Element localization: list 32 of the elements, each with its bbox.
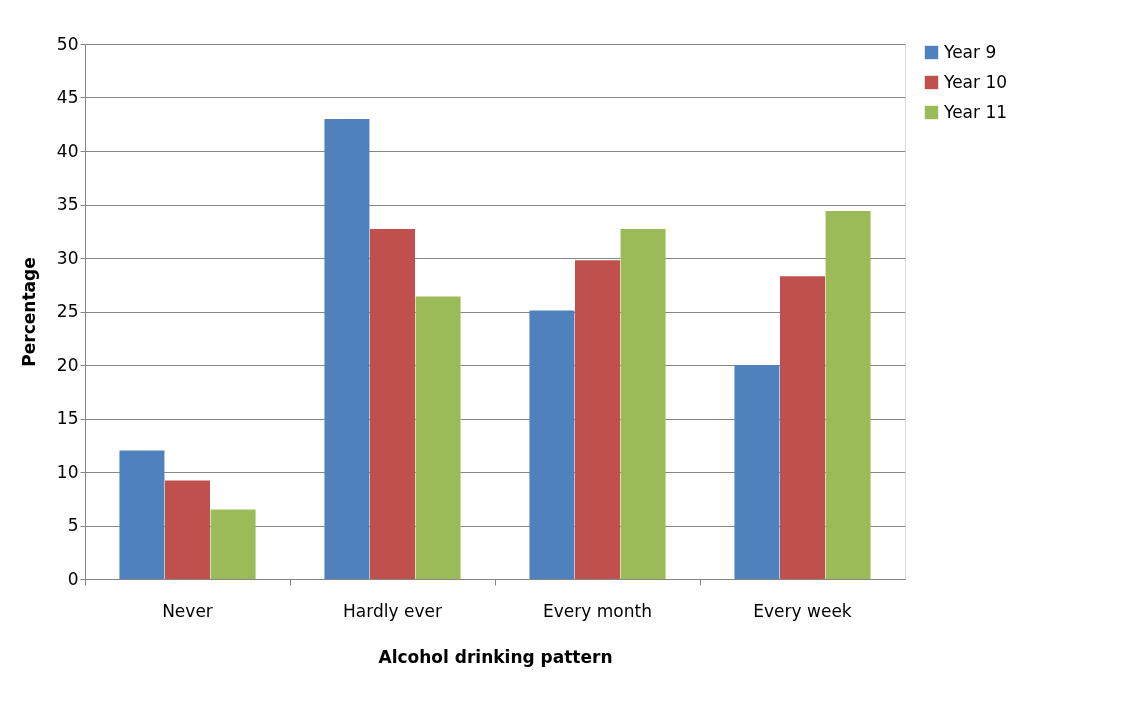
y-tick-label: 35 <box>56 194 79 214</box>
y-tick-label: 40 <box>56 140 79 161</box>
x-tick-label: Every month <box>543 600 652 621</box>
x-tick-label: Hardly ever <box>343 600 442 621</box>
bar <box>734 365 780 579</box>
bar <box>165 480 210 579</box>
bar <box>780 276 825 579</box>
y-tick-label: 10 <box>56 461 79 482</box>
legend-label: Year 9 <box>943 41 997 62</box>
bar <box>825 210 871 579</box>
y-tick-label: 45 <box>56 87 79 107</box>
y-tick-label: 20 <box>56 354 79 375</box>
legend-label: Year 11 <box>943 101 1008 122</box>
y-axis-title: Percentage <box>18 257 39 367</box>
bar <box>575 260 620 579</box>
bar <box>210 509 256 579</box>
y-tick-label: 50 <box>56 33 79 54</box>
x-tick-label: Never <box>162 600 213 621</box>
legend-label: Year 10 <box>943 71 1008 92</box>
y-tick-label: 25 <box>56 301 79 321</box>
y-tick-label: 0 <box>67 568 79 589</box>
x-tick-label: Every week <box>753 600 852 621</box>
bar <box>370 229 415 579</box>
y-tick-label: 30 <box>56 247 79 268</box>
bar <box>620 229 666 579</box>
bar <box>529 310 575 579</box>
bar <box>324 118 370 579</box>
bar <box>415 296 461 579</box>
y-tick-label: 15 <box>56 408 79 428</box>
y-tick-label: 5 <box>67 515 79 535</box>
x-axis-title: Alcohol drinking pattern <box>378 646 613 667</box>
bar <box>119 450 165 579</box>
